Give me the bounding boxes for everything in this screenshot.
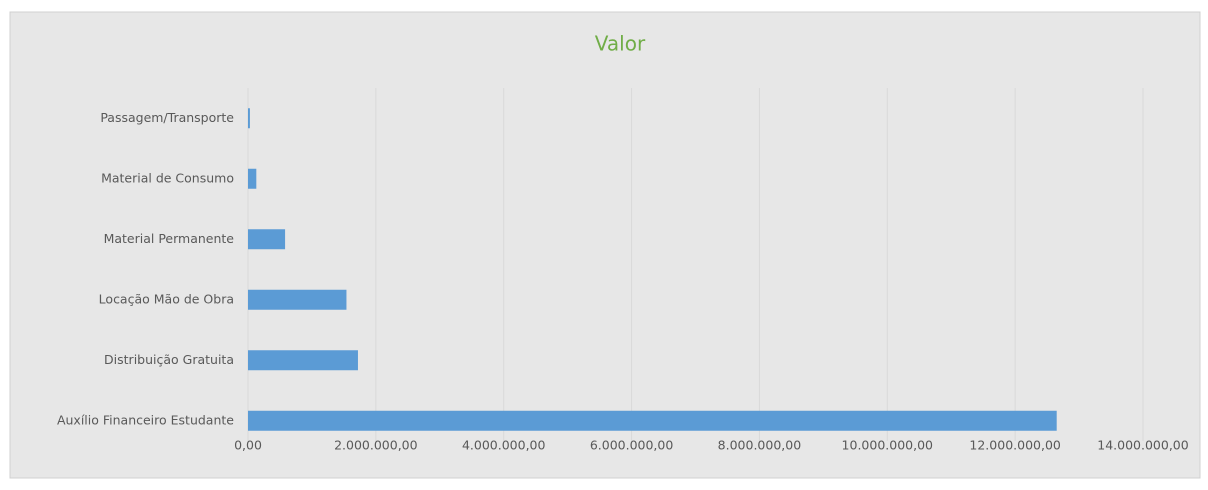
x-tick-label: 14.000.000,00 (1097, 438, 1188, 453)
bar (248, 108, 250, 129)
y-tick-label: Locação Mão de Obra (99, 291, 234, 306)
x-tick-label: 12.000.000,00 (969, 438, 1060, 453)
chart-area (9, 11, 1201, 479)
chart-title: Valor (595, 32, 646, 56)
y-tick-label: Auxílio Financeiro Estudante (57, 412, 234, 427)
x-tick-label: 0,00 (234, 438, 262, 453)
x-tick-label: 4.000.000,00 (462, 438, 546, 453)
y-tick-label: Passagem/Transporte (100, 110, 234, 125)
y-tick-label: Distribuição Gratuita (104, 352, 234, 367)
bar (248, 168, 257, 189)
x-tick-label: 6.000.000,00 (590, 438, 674, 453)
bar (248, 229, 286, 250)
x-tick-label: 2.000.000,00 (334, 438, 418, 453)
y-tick-label: Material de Consumo (101, 170, 234, 185)
bar (248, 289, 347, 310)
x-tick-label: 8.000.000,00 (718, 438, 802, 453)
x-tick-label: 10.000.000,00 (842, 438, 933, 453)
y-tick-label: Material Permanente (104, 231, 235, 246)
bar (248, 410, 1057, 431)
bar (248, 350, 358, 371)
